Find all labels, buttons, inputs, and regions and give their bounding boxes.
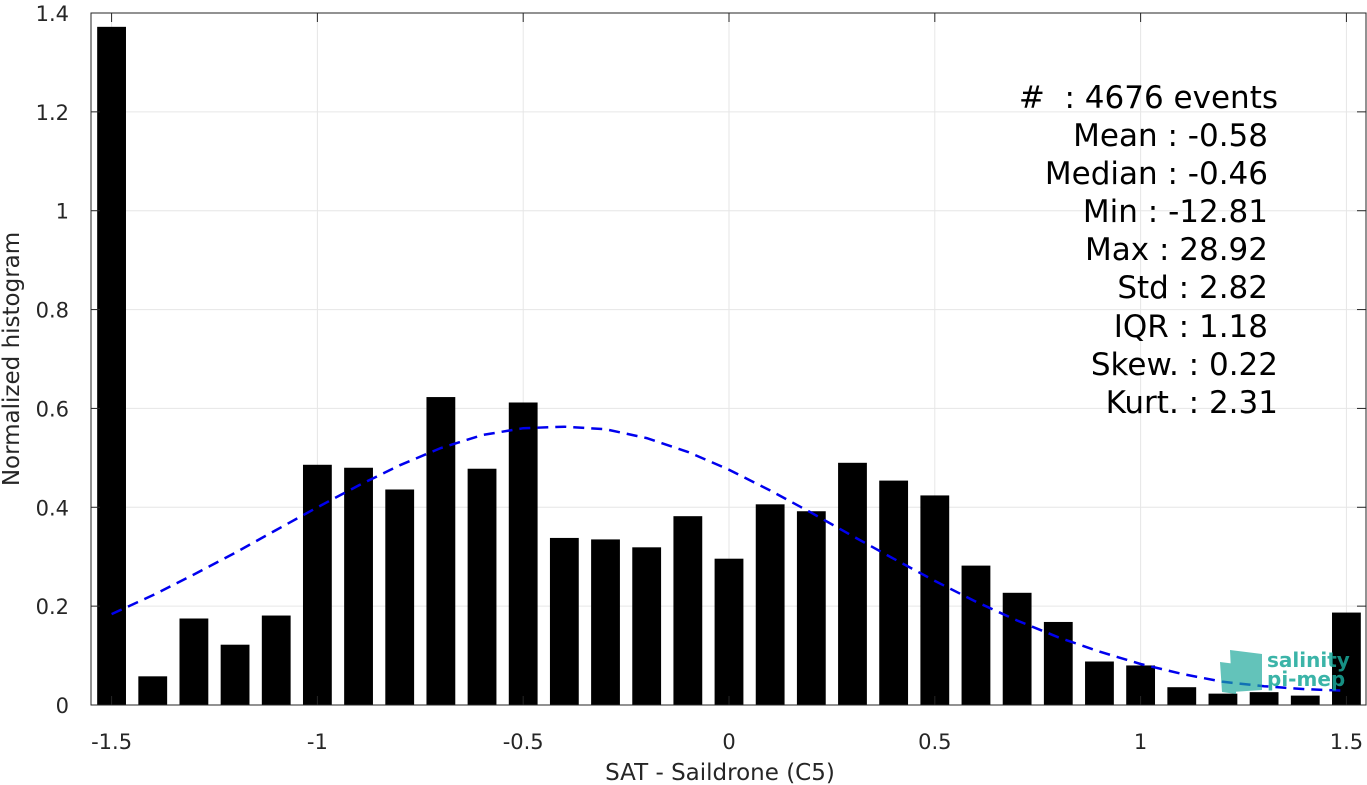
- y-tick-label: 0.2: [36, 595, 69, 619]
- x-tick-label: 1: [1134, 730, 1147, 754]
- stat-median: Median : -0.46: [1045, 156, 1268, 192]
- statistics-box: # : 4676 events Mean : -0.58 Median : -0…: [1019, 80, 1278, 421]
- bars: [97, 26, 1361, 705]
- histogram-bar: [467, 468, 497, 705]
- histogram-bar: [302, 464, 332, 705]
- histogram-bar: [138, 676, 168, 705]
- stat-skew: Skew. : 0.22: [1091, 347, 1278, 383]
- stat-count: # : 4676 events: [1019, 80, 1278, 116]
- histogram-bar: [714, 558, 744, 705]
- x-ticks: -1.5 -1 -0.5 0 0.5 1 1.5: [91, 13, 1363, 754]
- y-tick-label: 0.8: [36, 299, 69, 323]
- histogram-bar: [1002, 592, 1032, 705]
- stat-iqr: IQR : 1.18: [1114, 309, 1268, 345]
- histogram-bar: [344, 467, 373, 705]
- histogram-bar: [632, 547, 662, 705]
- x-tick-label: 1.5: [1330, 730, 1363, 754]
- histogram-bar: [1208, 693, 1238, 705]
- x-tick-label: -0.5: [503, 730, 544, 754]
- histogram-bar: [879, 480, 909, 705]
- histogram-bar: [549, 537, 579, 705]
- stat-std: Std : 2.82: [1117, 270, 1268, 306]
- salinity-pimep-logo: salinity pi-mep: [1220, 648, 1350, 694]
- histogram-bar: [1085, 661, 1114, 705]
- fit-curve: [111, 425, 1347, 692]
- x-tick-label: 0.5: [918, 730, 951, 754]
- histogram-bar: [1043, 621, 1073, 705]
- y-ticks: 0 0.2 0.4 0.6 0.8 1 1.2 1.4: [36, 2, 1366, 718]
- stat-kurt: Kurt. : 2.31: [1106, 385, 1278, 421]
- histogram-bar: [591, 539, 620, 705]
- logo-icon: [1220, 650, 1262, 694]
- histogram-bar: [1249, 692, 1279, 705]
- stat-mean: Mean : -0.58: [1073, 118, 1268, 154]
- x-axis-title: SAT - Saildrone (C5): [605, 760, 835, 785]
- histogram-bar: [961, 565, 991, 705]
- histogram-bar: [385, 489, 415, 705]
- logo-text-pimep: pi-mep: [1267, 667, 1345, 691]
- histogram-bar: [97, 26, 126, 705]
- y-tick-label: 0.6: [36, 397, 69, 421]
- histogram-bar: [426, 397, 456, 705]
- histogram-bar: [673, 516, 703, 705]
- histogram-bar: [1167, 687, 1197, 705]
- y-tick-label: 1: [56, 200, 69, 224]
- y-tick-label: 1.2: [36, 101, 69, 125]
- y-tick-label: 0.4: [36, 496, 69, 520]
- histogram-bar: [261, 615, 291, 705]
- fit-curve-line: [111, 425, 1347, 692]
- stat-min: Min : -12.81: [1083, 194, 1268, 230]
- x-tick-label: -1.5: [91, 730, 132, 754]
- y-tick-label: 0: [56, 694, 69, 718]
- histogram-bar: [920, 495, 950, 705]
- y-tick-label: 1.4: [36, 2, 69, 26]
- histogram-bar: [508, 402, 538, 705]
- logo-text-salinity: salinity: [1267, 648, 1350, 672]
- histogram-bar: [755, 504, 785, 705]
- histogram-bar: [1290, 695, 1320, 705]
- stat-max: Max : 28.92: [1085, 232, 1268, 268]
- x-tick-label: -1: [307, 730, 328, 754]
- x-tick-label: 0: [722, 730, 735, 754]
- y-axis-title: Normalized histogram: [0, 232, 25, 486]
- histogram-bar: [838, 462, 867, 705]
- histogram-bar: [220, 644, 250, 705]
- histogram-bar: [796, 511, 826, 705]
- histogram-bar: [179, 618, 209, 705]
